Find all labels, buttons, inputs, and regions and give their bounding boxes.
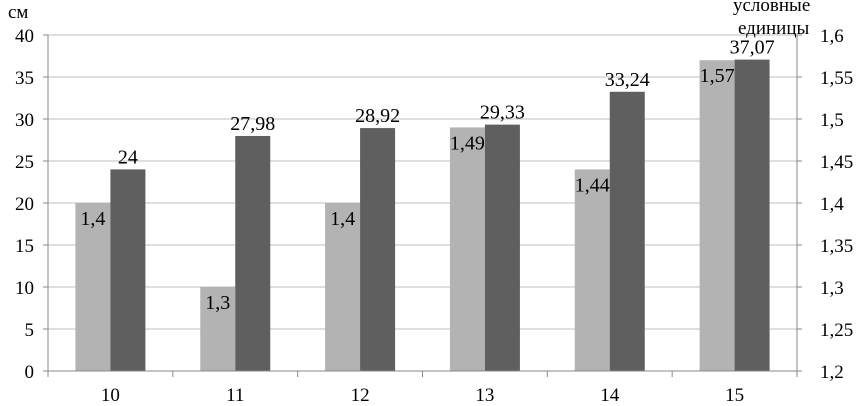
bar-left-axis-series [484,124,520,372]
left-tick-label: 10 [15,278,34,299]
x-tick-label: 15 [725,385,744,406]
x-tick-label: 12 [351,385,370,406]
grid-lines [48,34,797,330]
left-tick-label: 40 [15,26,34,47]
right-tick-label: 1,6 [820,26,844,47]
data-label-right-axis-series: 1,3 [205,292,230,314]
data-labels: 1,4 24 1,3 27,98 1,4 28,92 1,49 29,33 1,44 33,24 1… [80,37,774,314]
right-tick-label: 1,55 [820,68,853,89]
data-label-left-axis-series: 29,33 [480,102,525,124]
left-tick-label: 15 [15,236,34,257]
data-label-left-axis-series: 28,92 [355,105,400,127]
bar-left-axis-series [360,128,396,371]
data-label-left-axis-series: 37,07 [730,37,775,59]
data-label-left-axis-series: 27,98 [230,113,275,135]
bar-right-axis-series [75,203,111,371]
bar-right-axis-series [574,169,610,371]
right-tick-label: 1,5 [820,110,844,131]
right-axis-title-line1: условные [733,0,810,16]
x-tick-label: 13 [475,385,494,406]
data-label-right-axis-series: 1,44 [575,174,610,196]
data-label-right-axis-series: 1,49 [450,132,485,154]
axes: 0 5 10 15 20 25 30 35 40 1,2 1,25 1,3 1,35 1,4 1,45 1,5… [15,26,853,406]
bar-left-axis-series [609,91,645,371]
left-tick-label: 20 [15,194,34,215]
bar-right-axis-series [449,127,485,372]
data-label-left-axis-series: 33,24 [605,69,650,91]
right-tick-label: 1,35 [820,236,853,257]
x-tick-label: 10 [101,385,120,406]
right-tick-label: 1,3 [820,278,844,299]
bar-right-axis-series [200,287,236,371]
bar-left-axis-series [734,59,770,371]
left-tick-label: 0 [25,362,35,383]
data-label-right-axis-series: 1,4 [330,208,355,230]
data-label-left-axis-series: 24 [118,146,138,168]
data-label-right-axis-series: 1,4 [80,208,105,230]
right-tick-label: 1,4 [820,194,844,215]
bar-right-axis-series [699,60,735,371]
bar-left-axis-series [110,169,146,371]
data-label-right-axis-series: 1,57 [700,65,735,87]
x-tick-label: 14 [600,385,620,406]
right-axis-title-line2: единицы [738,18,810,39]
right-tick-label: 1,25 [820,320,853,341]
left-tick-label: 5 [25,320,35,341]
x-tick-label: 11 [226,385,244,406]
bars [75,59,770,372]
left-tick-label: 25 [15,152,34,173]
bar-right-axis-series [325,203,361,371]
right-tick-label: 1,2 [820,362,844,383]
left-tick-label: 35 [15,68,34,89]
bar-left-axis-series [235,135,271,371]
right-tick-label: 1,45 [820,152,853,173]
left-axis-title: см [8,2,28,23]
left-tick-label: 30 [15,110,34,131]
